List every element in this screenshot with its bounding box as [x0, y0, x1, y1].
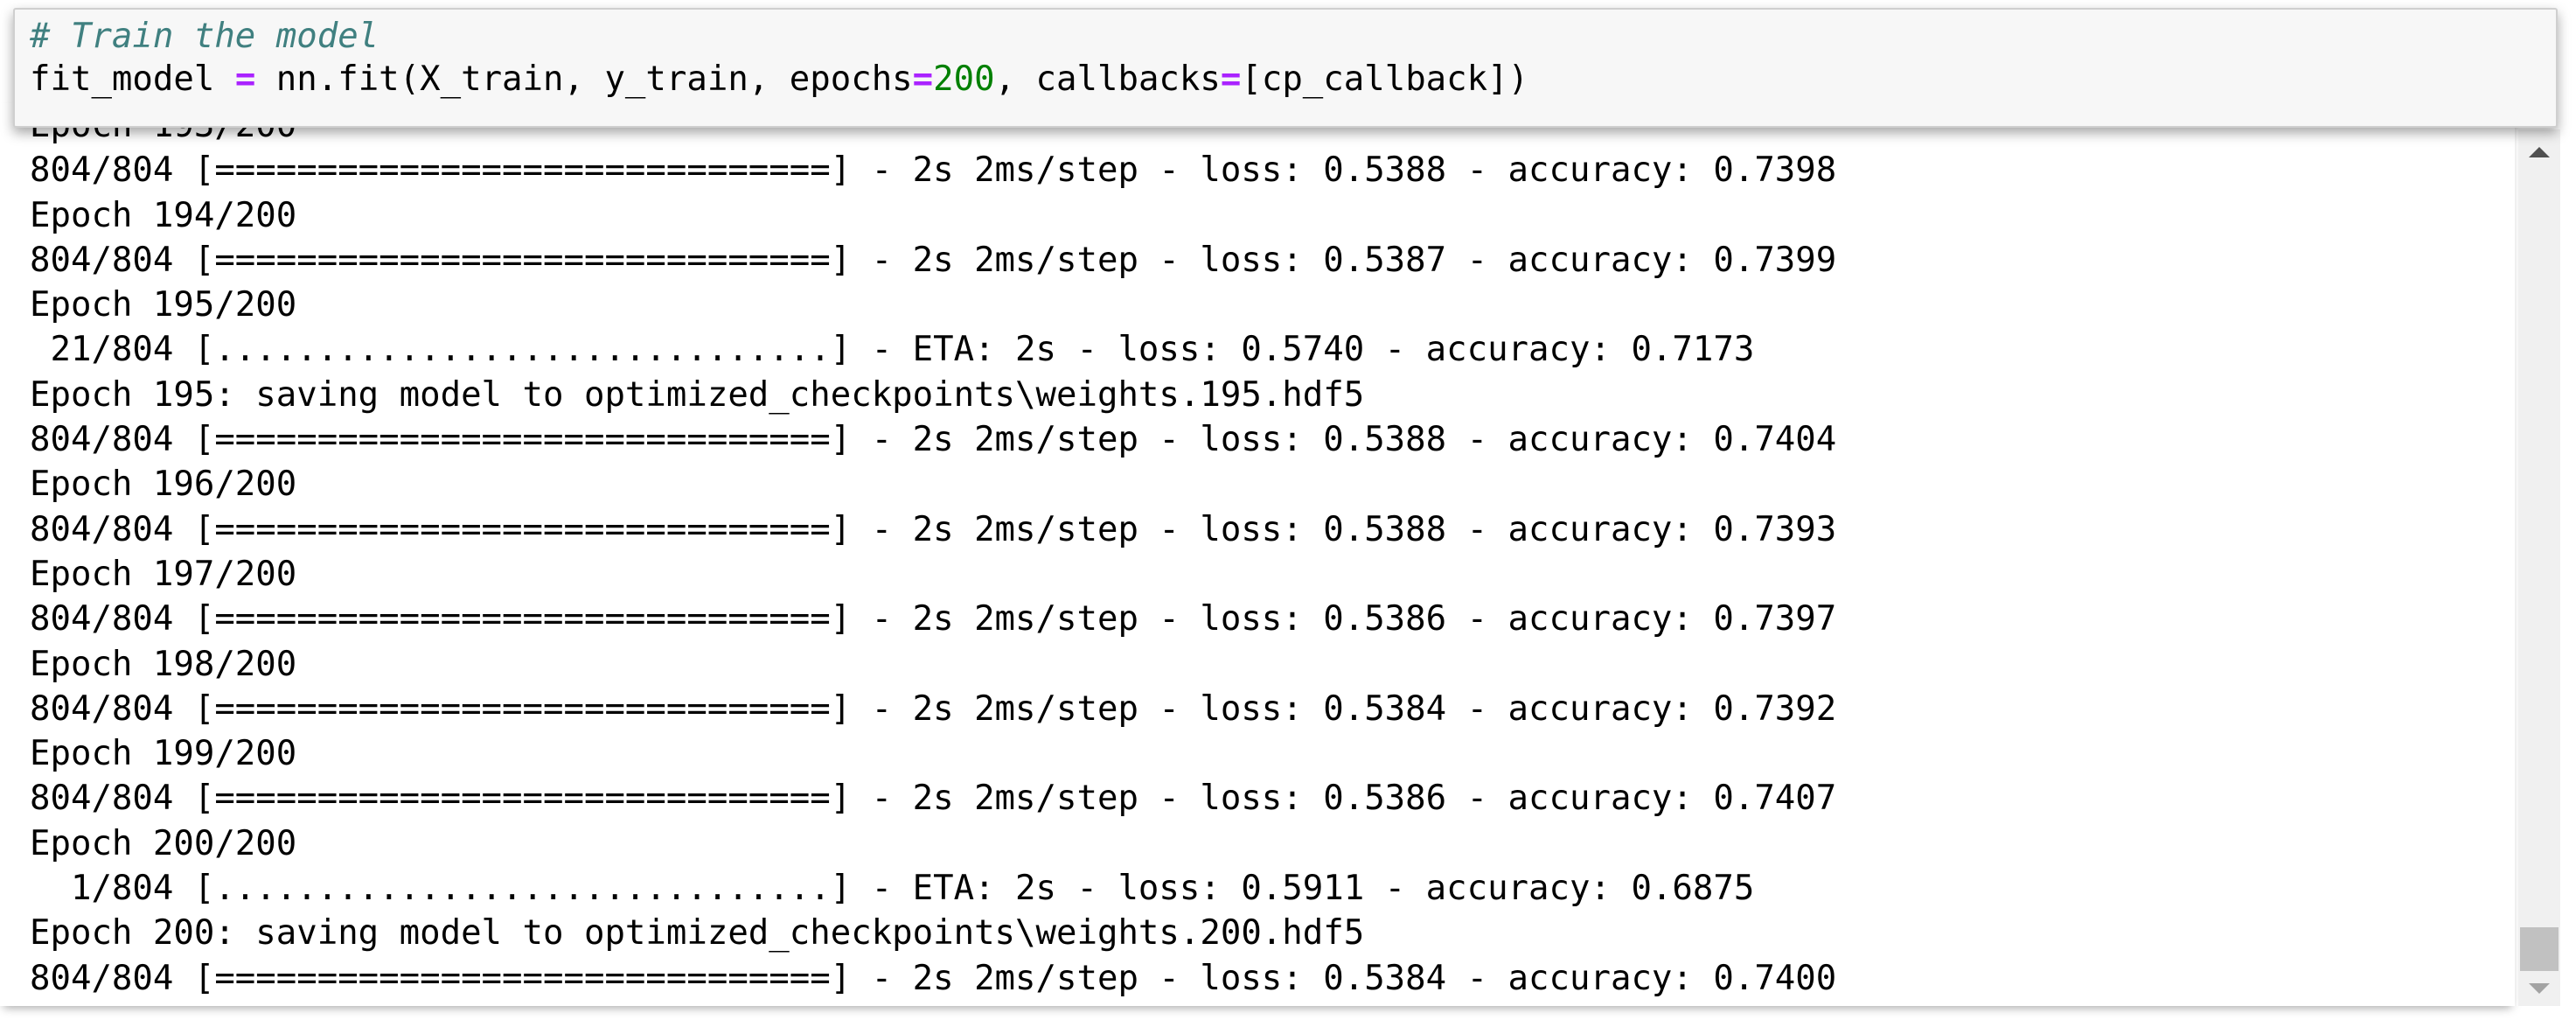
output-line: Epoch 200: saving model to optimized_che… — [30, 913, 1365, 954]
output-line: 804/804 [==============================]… — [30, 958, 1837, 998]
output-line: Epoch 200/200 — [30, 823, 297, 863]
output-line: Epoch 195/200 — [30, 285, 297, 325]
output-line: 1/804 [..............................] -… — [30, 869, 1755, 909]
arrow-up-icon[interactable] — [2529, 147, 2550, 157]
code-operator: = — [1220, 59, 1242, 99]
output-line: Epoch 199/200 — [30, 734, 297, 774]
output-line: Epoch 195: saving model to optimized_che… — [30, 374, 1365, 415]
output-scrollbar[interactable] — [2518, 129, 2560, 1006]
code-token: , callbacks — [994, 59, 1221, 99]
output-line: 804/804 [==============================]… — [30, 150, 1837, 191]
code-line: fit_model = nn.fit(X_train, y_train, epo… — [30, 58, 1528, 101]
output-line: 804/804 [==============================]… — [30, 420, 1837, 460]
output-line: Epoch 194/200 — [30, 195, 297, 235]
output-line: 21/804 [..............................] … — [30, 330, 1755, 370]
scrollbar-thumb[interactable] — [2520, 927, 2559, 971]
output-line: Epoch 198/200 — [30, 644, 297, 684]
code-number: 200 — [933, 59, 995, 99]
output-line: Epoch 196/200 — [30, 465, 297, 505]
code-cell-input[interactable]: # Train the model fit_model = nn.fit(X_tr… — [13, 8, 2558, 128]
code-operator: = — [912, 59, 934, 99]
code-operator: = — [234, 59, 256, 99]
output-line: 804/804 [==============================]… — [30, 779, 1837, 819]
output-line: 804/804 [==============================]… — [30, 688, 1837, 729]
code-token: [cp_callback]) — [1241, 59, 1529, 99]
code-token: fit_model — [30, 59, 235, 99]
output-line: 804/804 [==============================]… — [30, 509, 1837, 549]
code-token: nn.fit(X_train, y_train, epochs — [255, 59, 913, 99]
code-comment: # Train the model — [30, 17, 379, 56]
output-line: Epoch 197/200 — [30, 554, 297, 594]
output-line: 804/804 [==============================]… — [30, 599, 1837, 639]
output-line: 804/804 [==============================]… — [30, 240, 1837, 280]
arrow-down-icon[interactable] — [2529, 983, 2550, 994]
code-editor[interactable]: # Train the model fit_model = nn.fit(X_tr… — [30, 15, 1528, 101]
